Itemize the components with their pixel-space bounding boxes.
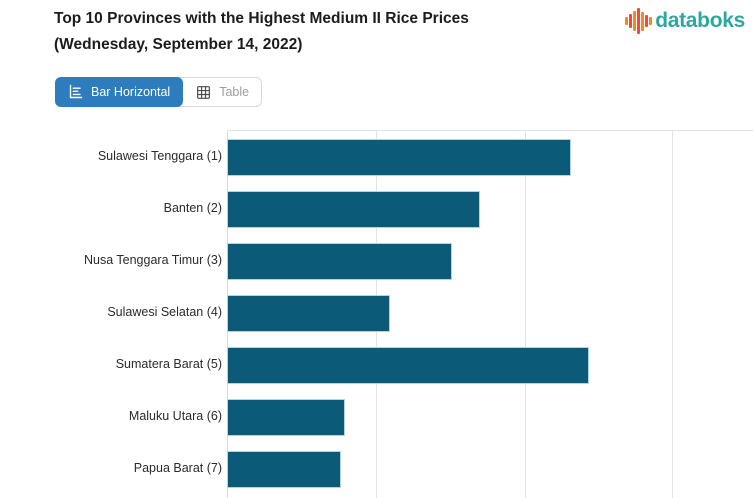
- table-label: Table: [219, 85, 250, 99]
- bar[interactable]: [227, 294, 390, 332]
- bar-row: [227, 183, 753, 235]
- databoks-logo[interactable]: databoks: [625, 8, 745, 34]
- bar-label: Sulawesi Selatan (4): [107, 305, 222, 319]
- x-gridline: [672, 131, 673, 498]
- bar[interactable]: [227, 138, 571, 176]
- databoks-logo-text: databoks: [655, 9, 745, 32]
- bar-row: [227, 287, 753, 339]
- bar[interactable]: [227, 242, 452, 280]
- bar-label: Maluku Utara (6): [128, 409, 222, 423]
- bar-row: [227, 235, 753, 287]
- chart-title-line-1: Top 10 Provinces with the Highest Medium…: [54, 10, 469, 27]
- y-axis-labels: Sulawesi Tenggara (1) Banten (2) Nusa Teng…: [0, 130, 222, 494]
- bar[interactable]: [227, 190, 480, 228]
- bar-row: [227, 443, 753, 495]
- x-gridline: [525, 131, 526, 498]
- table-icon: [195, 84, 212, 101]
- bar-horizontal-label: Bar Horizontal: [91, 85, 171, 99]
- bar-label: Sulawesi Tenggara (1): [97, 149, 222, 163]
- bar-row: [227, 131, 753, 183]
- bar-horizontal-button[interactable]: Bar Horizontal: [55, 77, 184, 107]
- chart-title-line-2: (Wednesday, September 14, 2022): [54, 36, 303, 53]
- plot-area: [227, 130, 753, 498]
- bar-row: [227, 339, 753, 391]
- bar-label: Papua Barat (7): [133, 461, 222, 475]
- bar[interactable]: [227, 398, 345, 436]
- bar-label: Sumatera Barat (5): [115, 357, 222, 371]
- bar[interactable]: [227, 346, 589, 384]
- bar-horizontal-icon: [68, 84, 84, 100]
- bar-label: Nusa Tenggara Timur (3): [83, 253, 222, 267]
- databoks-logo-icon: [625, 8, 653, 34]
- bar[interactable]: [227, 450, 341, 488]
- table-button[interactable]: Table: [179, 77, 263, 107]
- bar-chart: Sulawesi Tenggara (1) Banten (2) Nusa Teng…: [0, 130, 753, 498]
- bar-label: Banten (2): [163, 201, 222, 215]
- chart-title: Top 10 Provinces with the Highest Medium…: [54, 6, 614, 58]
- bar-row: [227, 391, 753, 443]
- chart-view-toggle: Bar Horizontal Table: [55, 77, 263, 107]
